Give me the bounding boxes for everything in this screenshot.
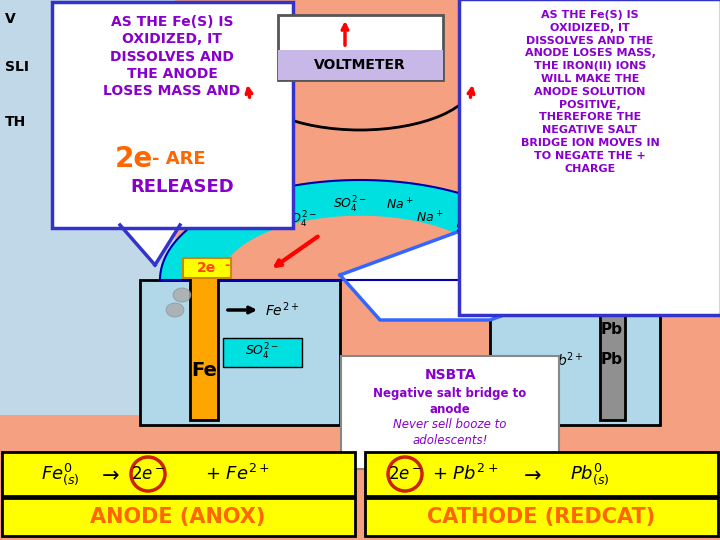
Bar bbox=[183, 258, 231, 278]
Text: S: S bbox=[456, 221, 464, 234]
Text: $Na^+$: $Na^+$ bbox=[416, 211, 444, 226]
Text: $b^{2+}$: $b^{2+}$ bbox=[557, 350, 583, 369]
Bar bbox=[2, 498, 355, 536]
Text: Never sell booze to: Never sell booze to bbox=[393, 418, 507, 431]
Text: $2e^-$: $2e^-$ bbox=[131, 465, 165, 483]
Text: Pb: Pb bbox=[601, 353, 623, 368]
Ellipse shape bbox=[166, 303, 184, 317]
Text: Pb: Pb bbox=[601, 322, 623, 338]
Text: adolescents!: adolescents! bbox=[413, 434, 487, 447]
Text: $SO_4^{2-}$: $SO_4^{2-}$ bbox=[245, 342, 279, 362]
Bar bbox=[600, 270, 625, 420]
Text: VOLTMETER: VOLTMETER bbox=[314, 58, 406, 72]
Bar bbox=[278, 15, 443, 80]
Text: TH: TH bbox=[5, 115, 26, 129]
Text: $Fe^0_{(s)}$: $Fe^0_{(s)}$ bbox=[40, 461, 79, 487]
Polygon shape bbox=[340, 220, 600, 320]
Polygon shape bbox=[120, 225, 180, 265]
Text: V: V bbox=[5, 12, 16, 26]
FancyBboxPatch shape bbox=[52, 2, 293, 228]
Text: $SO_4^{2-}$: $SO_4^{2-}$ bbox=[333, 195, 367, 215]
Text: CATHODE (REDCAT): CATHODE (REDCAT) bbox=[427, 507, 655, 527]
Bar bbox=[190, 270, 218, 420]
Text: $Na^+$: $Na^+$ bbox=[386, 197, 414, 213]
Text: ANODE (ANOX): ANODE (ANOX) bbox=[90, 507, 266, 527]
Text: NSBTA: NSBTA bbox=[424, 368, 476, 382]
Text: $Pb^0_{(s)}$: $Pb^0_{(s)}$ bbox=[570, 461, 610, 487]
Bar bbox=[0, 0, 175, 415]
Text: $2e^-$: $2e^-$ bbox=[388, 465, 422, 483]
Polygon shape bbox=[160, 180, 560, 280]
Bar bbox=[140, 280, 340, 425]
FancyBboxPatch shape bbox=[223, 338, 302, 367]
Bar bbox=[2, 452, 355, 496]
Text: -: - bbox=[224, 259, 229, 272]
Text: $\rightarrow$: $\rightarrow$ bbox=[96, 464, 120, 484]
Text: $SO_4^{2-}$: $SO_4^{2-}$ bbox=[283, 210, 317, 230]
Bar bbox=[490, 280, 660, 425]
Text: SLI: SLI bbox=[5, 60, 29, 74]
FancyBboxPatch shape bbox=[459, 0, 720, 315]
Text: anode: anode bbox=[430, 403, 470, 416]
Text: $+\ Pb^{2+}$: $+\ Pb^{2+}$ bbox=[432, 464, 498, 484]
Text: RELEASED: RELEASED bbox=[130, 178, 234, 196]
Text: 2e: 2e bbox=[197, 261, 217, 275]
Ellipse shape bbox=[173, 288, 191, 302]
Bar bbox=[278, 50, 443, 80]
Bar bbox=[365, 498, 718, 536]
Bar bbox=[365, 452, 718, 496]
Text: AS THE Fe(S) IS
OXIDIZED, IT
DISSOLVES AND
THE ANODE
LOSES MASS AND: AS THE Fe(S) IS OXIDIZED, IT DISSOLVES A… bbox=[104, 15, 240, 98]
FancyBboxPatch shape bbox=[341, 356, 559, 469]
Text: AS THE Fe(S) IS
OXIDIZED, IT
DISSOLVES AND THE
ANODE LOSES MASS,
THE IRON(II) IO: AS THE Fe(S) IS OXIDIZED, IT DISSOLVES A… bbox=[521, 10, 660, 173]
Text: Negative salt bridge to: Negative salt bridge to bbox=[374, 387, 526, 400]
Text: - ARE: - ARE bbox=[152, 150, 206, 168]
Text: $Fe^{2+}$: $Fe^{2+}$ bbox=[265, 301, 300, 319]
Text: 2e: 2e bbox=[115, 145, 153, 173]
Text: $+\ Fe^{2+}$: $+\ Fe^{2+}$ bbox=[205, 464, 270, 484]
Text: Fe: Fe bbox=[191, 361, 217, 380]
Text: $\rightarrow$: $\rightarrow$ bbox=[518, 464, 541, 484]
